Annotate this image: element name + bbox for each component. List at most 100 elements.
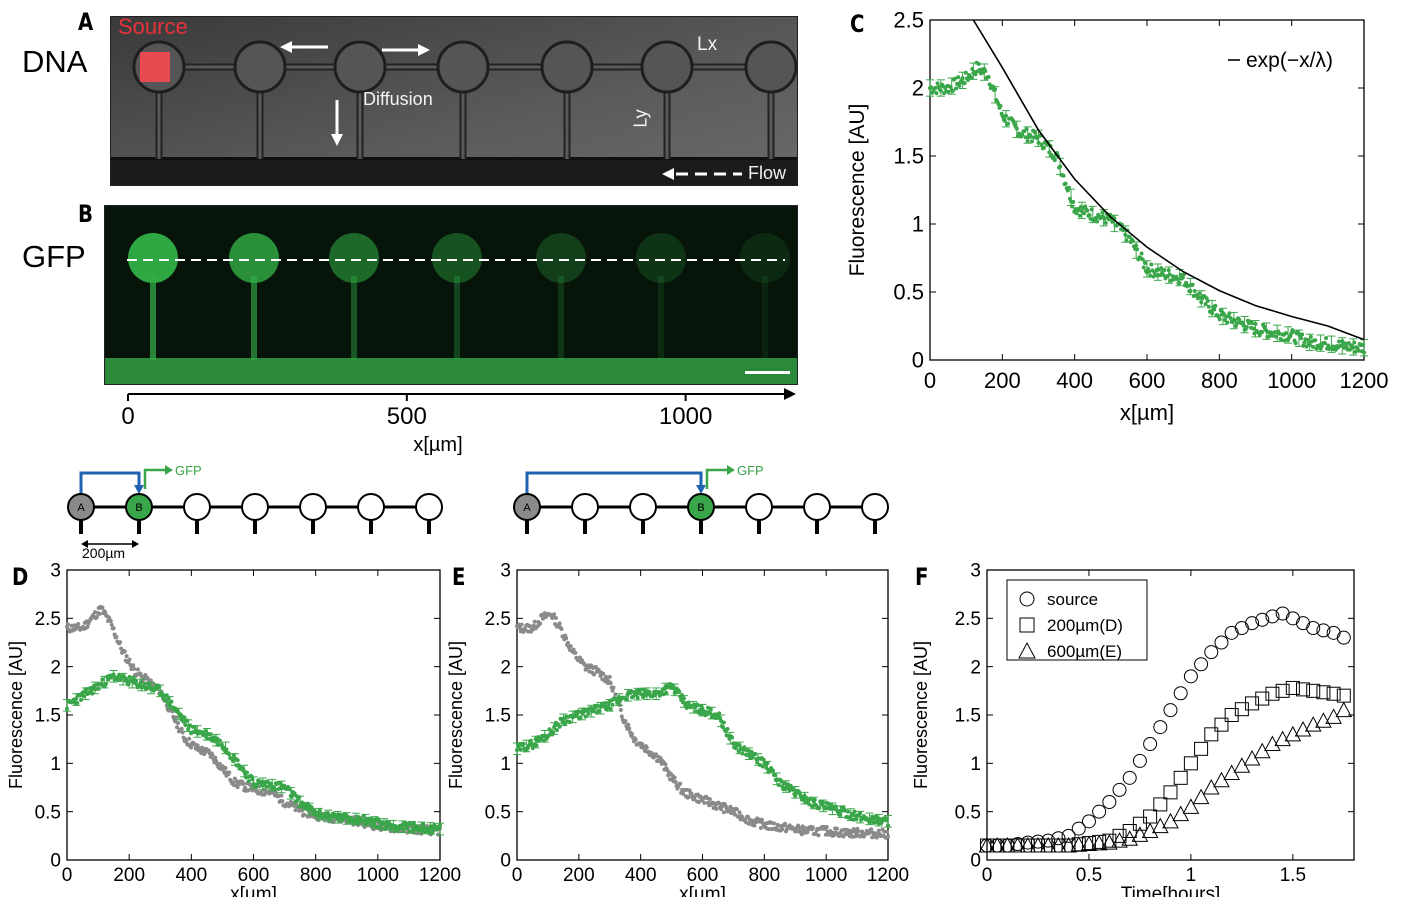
data-point	[241, 781, 246, 786]
data-point	[1066, 185, 1071, 190]
data-point	[1324, 336, 1329, 341]
series-green	[63, 670, 444, 836]
gfp-label: GFP	[175, 463, 202, 478]
data-point	[227, 770, 232, 775]
data-point	[954, 86, 959, 91]
x-tick-label: 200	[113, 865, 145, 886]
data-point	[1000, 114, 1005, 119]
x-tick-label: 400	[1056, 368, 1093, 393]
data-point	[76, 622, 81, 627]
schematic-node	[861, 493, 889, 521]
x-tick-label: 400	[175, 865, 207, 886]
data-point	[689, 791, 694, 796]
gfp-promoter-arrowhead-icon	[727, 465, 735, 475]
data-point	[1283, 331, 1288, 336]
marker-triangle	[988, 836, 1006, 853]
data-point	[97, 611, 102, 616]
data-point	[1244, 324, 1249, 329]
data-point	[583, 714, 588, 719]
source-label: Source	[118, 14, 188, 39]
data-point	[663, 762, 668, 767]
schematic-d: GFP A B	[67, 463, 443, 548]
data-point	[1299, 336, 1304, 341]
gfp-micrograph	[104, 205, 798, 385]
data-point	[1074, 211, 1079, 216]
gfp-axis-arrow-icon	[784, 388, 796, 400]
data-point	[1302, 340, 1307, 345]
marker-square	[1112, 828, 1127, 843]
data-point	[96, 686, 101, 691]
data-point	[619, 714, 624, 719]
data-point	[644, 745, 649, 750]
data-point	[935, 81, 940, 86]
y-tick-label: 0.5	[485, 802, 511, 823]
data-point	[243, 785, 248, 790]
data-point	[1162, 268, 1167, 273]
data-point	[527, 624, 532, 629]
y-tick-label: 1.5	[35, 706, 61, 727]
marker-circle	[1092, 804, 1107, 819]
data-point	[564, 636, 569, 641]
marker-triangle	[1315, 712, 1332, 728]
data-point	[1103, 221, 1108, 226]
schematic-link-arrowhead-icon	[696, 485, 706, 494]
data-point	[219, 742, 224, 747]
data-point	[610, 702, 615, 707]
data-point	[175, 720, 180, 725]
data-point	[717, 801, 722, 806]
data-point	[195, 743, 200, 748]
marker-circle	[1265, 609, 1280, 624]
data-point	[998, 103, 1003, 108]
data-point	[1076, 208, 1081, 213]
marker-triangle	[1121, 830, 1139, 846]
legend-label: source	[1047, 590, 1098, 609]
chart-d: 0 200 400 600 800 1000 1200 0 0.5 1 1.5 2 2.5 3 x[µm] F…	[6, 561, 461, 897]
y-tick-label: 2.5	[35, 609, 61, 630]
data-point	[654, 752, 659, 757]
lx-label: Lx	[697, 34, 718, 55]
data-point	[187, 736, 192, 741]
data-point	[521, 741, 526, 746]
data-point	[430, 830, 435, 835]
data-point	[852, 809, 857, 814]
x-tick-label: 800	[1201, 368, 1238, 393]
y-tick-label: 2	[970, 657, 981, 678]
data-point	[605, 704, 610, 709]
marker-triangle	[1100, 834, 1118, 850]
data-point	[213, 755, 218, 760]
data-point	[210, 752, 215, 757]
data-point	[1110, 219, 1115, 224]
y-tick-label: 2	[500, 657, 511, 678]
series-triangle	[978, 701, 1353, 853]
data-point	[686, 795, 691, 800]
y-tick-label: 1.5	[485, 706, 511, 727]
gfp-stem	[558, 276, 564, 360]
marker-triangle	[1009, 836, 1026, 853]
marker-square	[1163, 785, 1178, 800]
data-point	[227, 752, 232, 757]
data-point	[707, 711, 712, 716]
schematic-link-arrow	[79, 471, 141, 494]
data-point	[279, 793, 284, 798]
gfp-stem	[351, 276, 357, 360]
flow-label: Flow	[748, 163, 787, 183]
data-point	[856, 829, 861, 834]
node-b	[687, 493, 715, 521]
data-point	[1270, 333, 1275, 338]
data-point	[707, 797, 712, 802]
marker-triangle	[1070, 836, 1088, 852]
data-point	[135, 667, 140, 672]
data-point	[809, 797, 814, 802]
data-point	[103, 610, 108, 615]
data-point	[1071, 200, 1076, 205]
dna-micrograph	[110, 16, 798, 186]
legend: source 200µm(D) 600µm(E)	[1006, 579, 1148, 661]
y-tick-label: 1	[970, 754, 981, 775]
data-point	[182, 715, 187, 720]
marker-circle	[1214, 635, 1229, 650]
data-point	[1337, 339, 1342, 344]
data-point	[854, 817, 859, 822]
data-point	[1087, 212, 1092, 217]
gfp-chamber	[229, 233, 279, 283]
marker-triangle	[999, 836, 1016, 853]
